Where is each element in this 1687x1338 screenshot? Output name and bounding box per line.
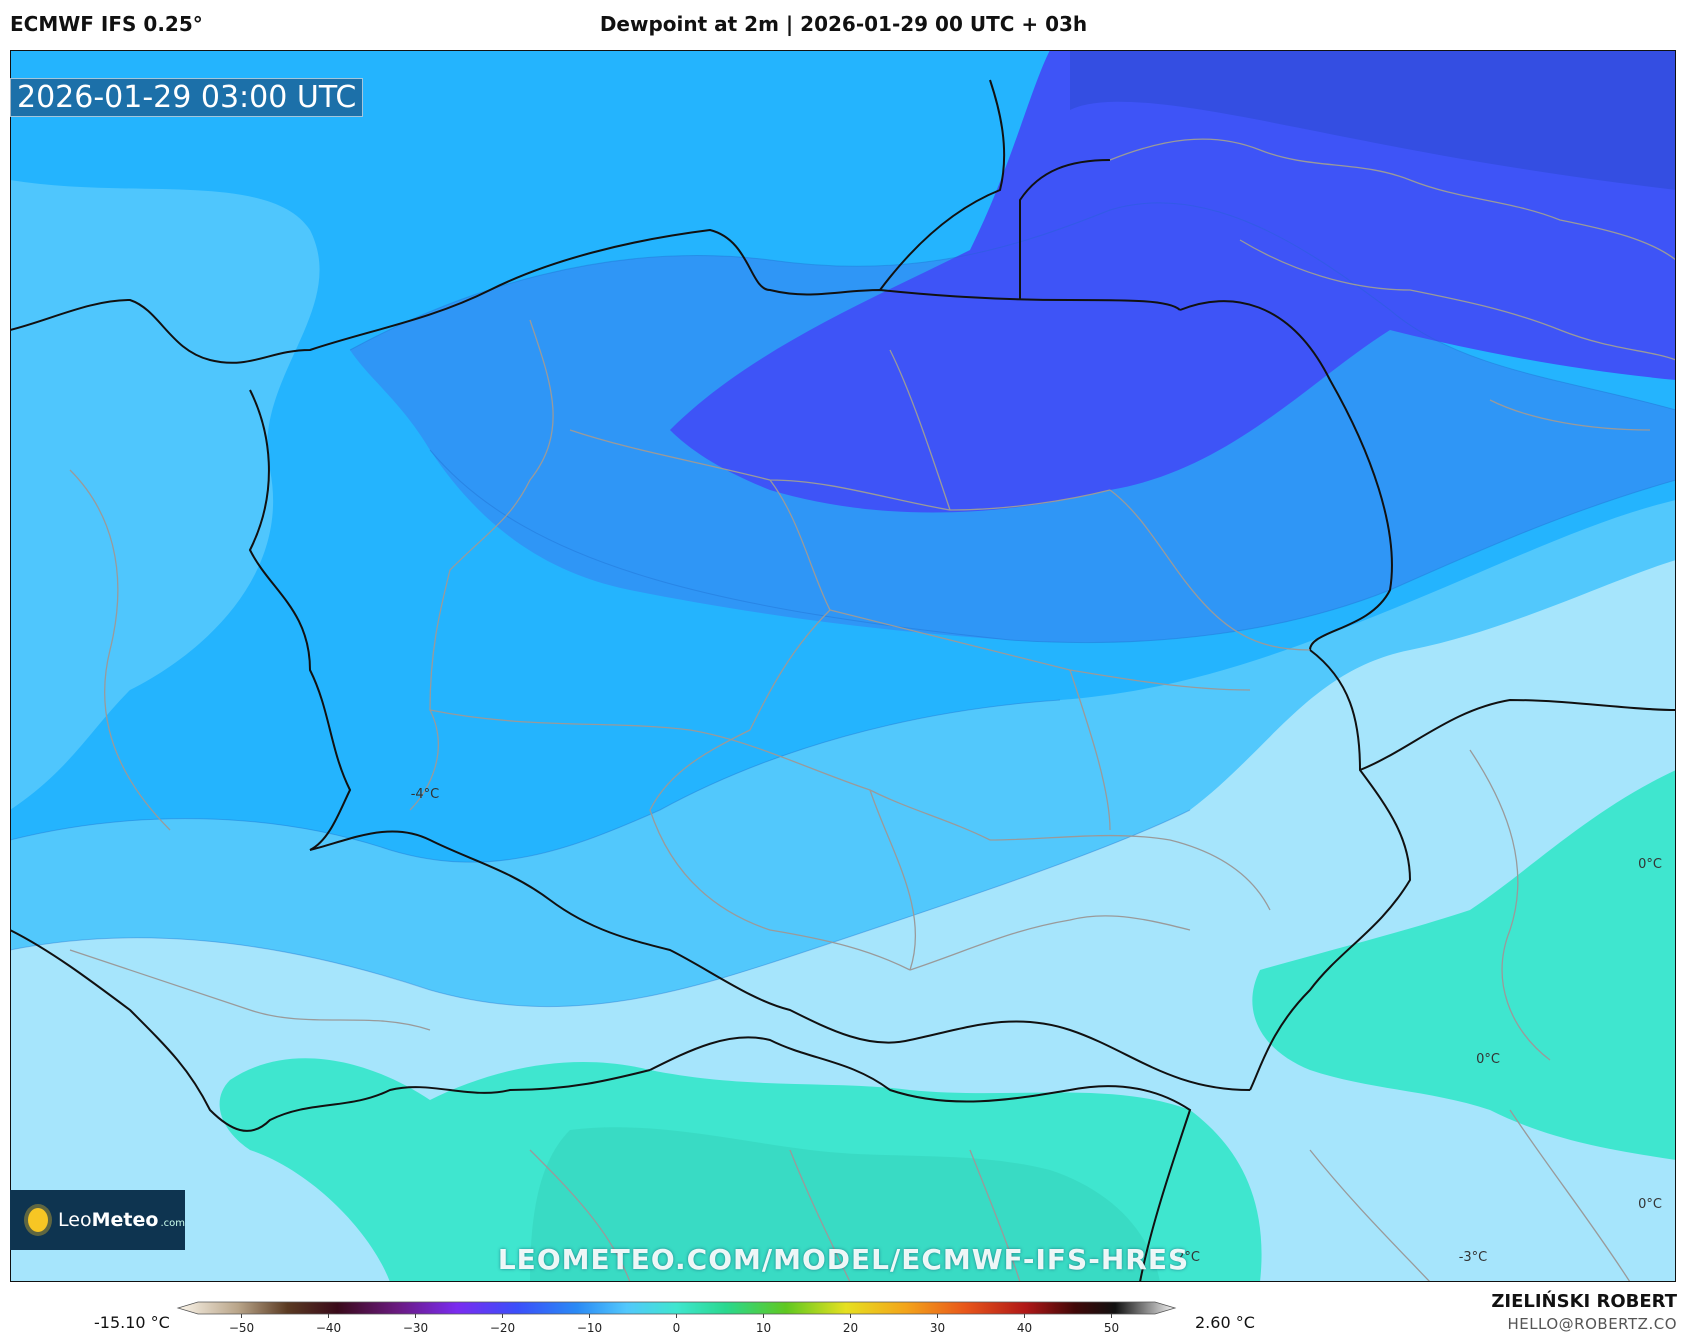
- logo-text-bold: Meteo: [91, 1209, 159, 1231]
- colorbar-tick-label: 10: [756, 1321, 771, 1335]
- coastline-lagoon: [879, 79, 1006, 291]
- contour-label-minus4: -4°C: [411, 787, 440, 802]
- contour-label-0-southeast: 0°C: [1638, 1197, 1662, 1212]
- logo-domain: .com: [160, 1218, 185, 1229]
- map-title: Dewpoint at 2m | 2026-01-29 00 UTC + 03h: [599, 12, 1088, 36]
- colorbar-tick-label: −20: [490, 1321, 515, 1335]
- colorbar-min-label: -15.10 °C: [94, 1313, 170, 1332]
- contour-label-minus3: -3°C: [1459, 1250, 1488, 1265]
- colorbar: −50 −40 −30 −20 −10 0 10 20 30 40 50: [176, 1301, 1177, 1335]
- map-frame: [10, 50, 1676, 1282]
- author-email: HELLO@ROBERTZ.CO: [1507, 1315, 1677, 1333]
- field-purple-deep: [1070, 50, 1676, 190]
- source-watermark: LEOMETEO.COM/MODEL/ECMWF-IFS-HRES: [497, 1243, 1190, 1276]
- country-borders: [10, 159, 1676, 1282]
- contour-label-0-east: 0°C: [1638, 857, 1662, 872]
- contour-label-2: 2°C: [1176, 1250, 1200, 1265]
- logo-text: LeoMeteo .com: [58, 1209, 185, 1231]
- colorbar-tick-label: 40: [1017, 1321, 1032, 1335]
- colorbar-tick-label: −30: [403, 1321, 428, 1335]
- model-name: ECMWF IFS 0.25°: [10, 12, 203, 36]
- colorbar-tick-label: 0: [673, 1321, 681, 1335]
- colorbar-tick-label: −50: [229, 1321, 254, 1335]
- contour-lines: [10, 202, 1676, 1008]
- colorbar-tick-label: −10: [577, 1321, 602, 1335]
- regional-borders: [69, 138, 1676, 1282]
- author-name: ZIELIŃSKI ROBERT: [1491, 1291, 1677, 1312]
- map-canvas: -4°C 0°C 0°C 0°C 2°C -3°C: [10, 50, 1676, 1282]
- colorbar-gradient: [176, 1301, 1177, 1315]
- colorbar-tick-label: −40: [316, 1321, 341, 1335]
- field-teal-core: [530, 1127, 1160, 1282]
- sun-icon: [28, 1208, 49, 1232]
- coastline: [10, 228, 1181, 364]
- colorbar-tick-label: 30: [930, 1321, 945, 1335]
- field-west-light: [10, 180, 320, 810]
- logo-text-light: Leo: [58, 1209, 92, 1231]
- valid-time-badge: 2026-01-29 03:00 UTC: [10, 78, 364, 117]
- colorbar-tick-label: 20: [843, 1321, 858, 1335]
- header: ECMWF IFS 0.25° Dewpoint at 2m | 2026-01…: [0, 0, 1687, 50]
- dewpoint-map: -4°C 0°C 0°C 0°C 2°C -3°C: [10, 50, 1676, 1282]
- colorbar-tick-label: 50: [1104, 1321, 1119, 1335]
- colorbar-max-label: 2.60 °C: [1195, 1313, 1255, 1332]
- field-purple-core: [670, 50, 1676, 513]
- field-teal-east: [1252, 770, 1676, 1160]
- leometeo-logo: LeoMeteo .com: [10, 1190, 185, 1250]
- footer: −50 −40 −30 −20 −10 0 10 20 30 40 50 -15.10 °C 2.6…: [0, 1282, 1687, 1338]
- contour-label-0-mid: 0°C: [1476, 1052, 1500, 1067]
